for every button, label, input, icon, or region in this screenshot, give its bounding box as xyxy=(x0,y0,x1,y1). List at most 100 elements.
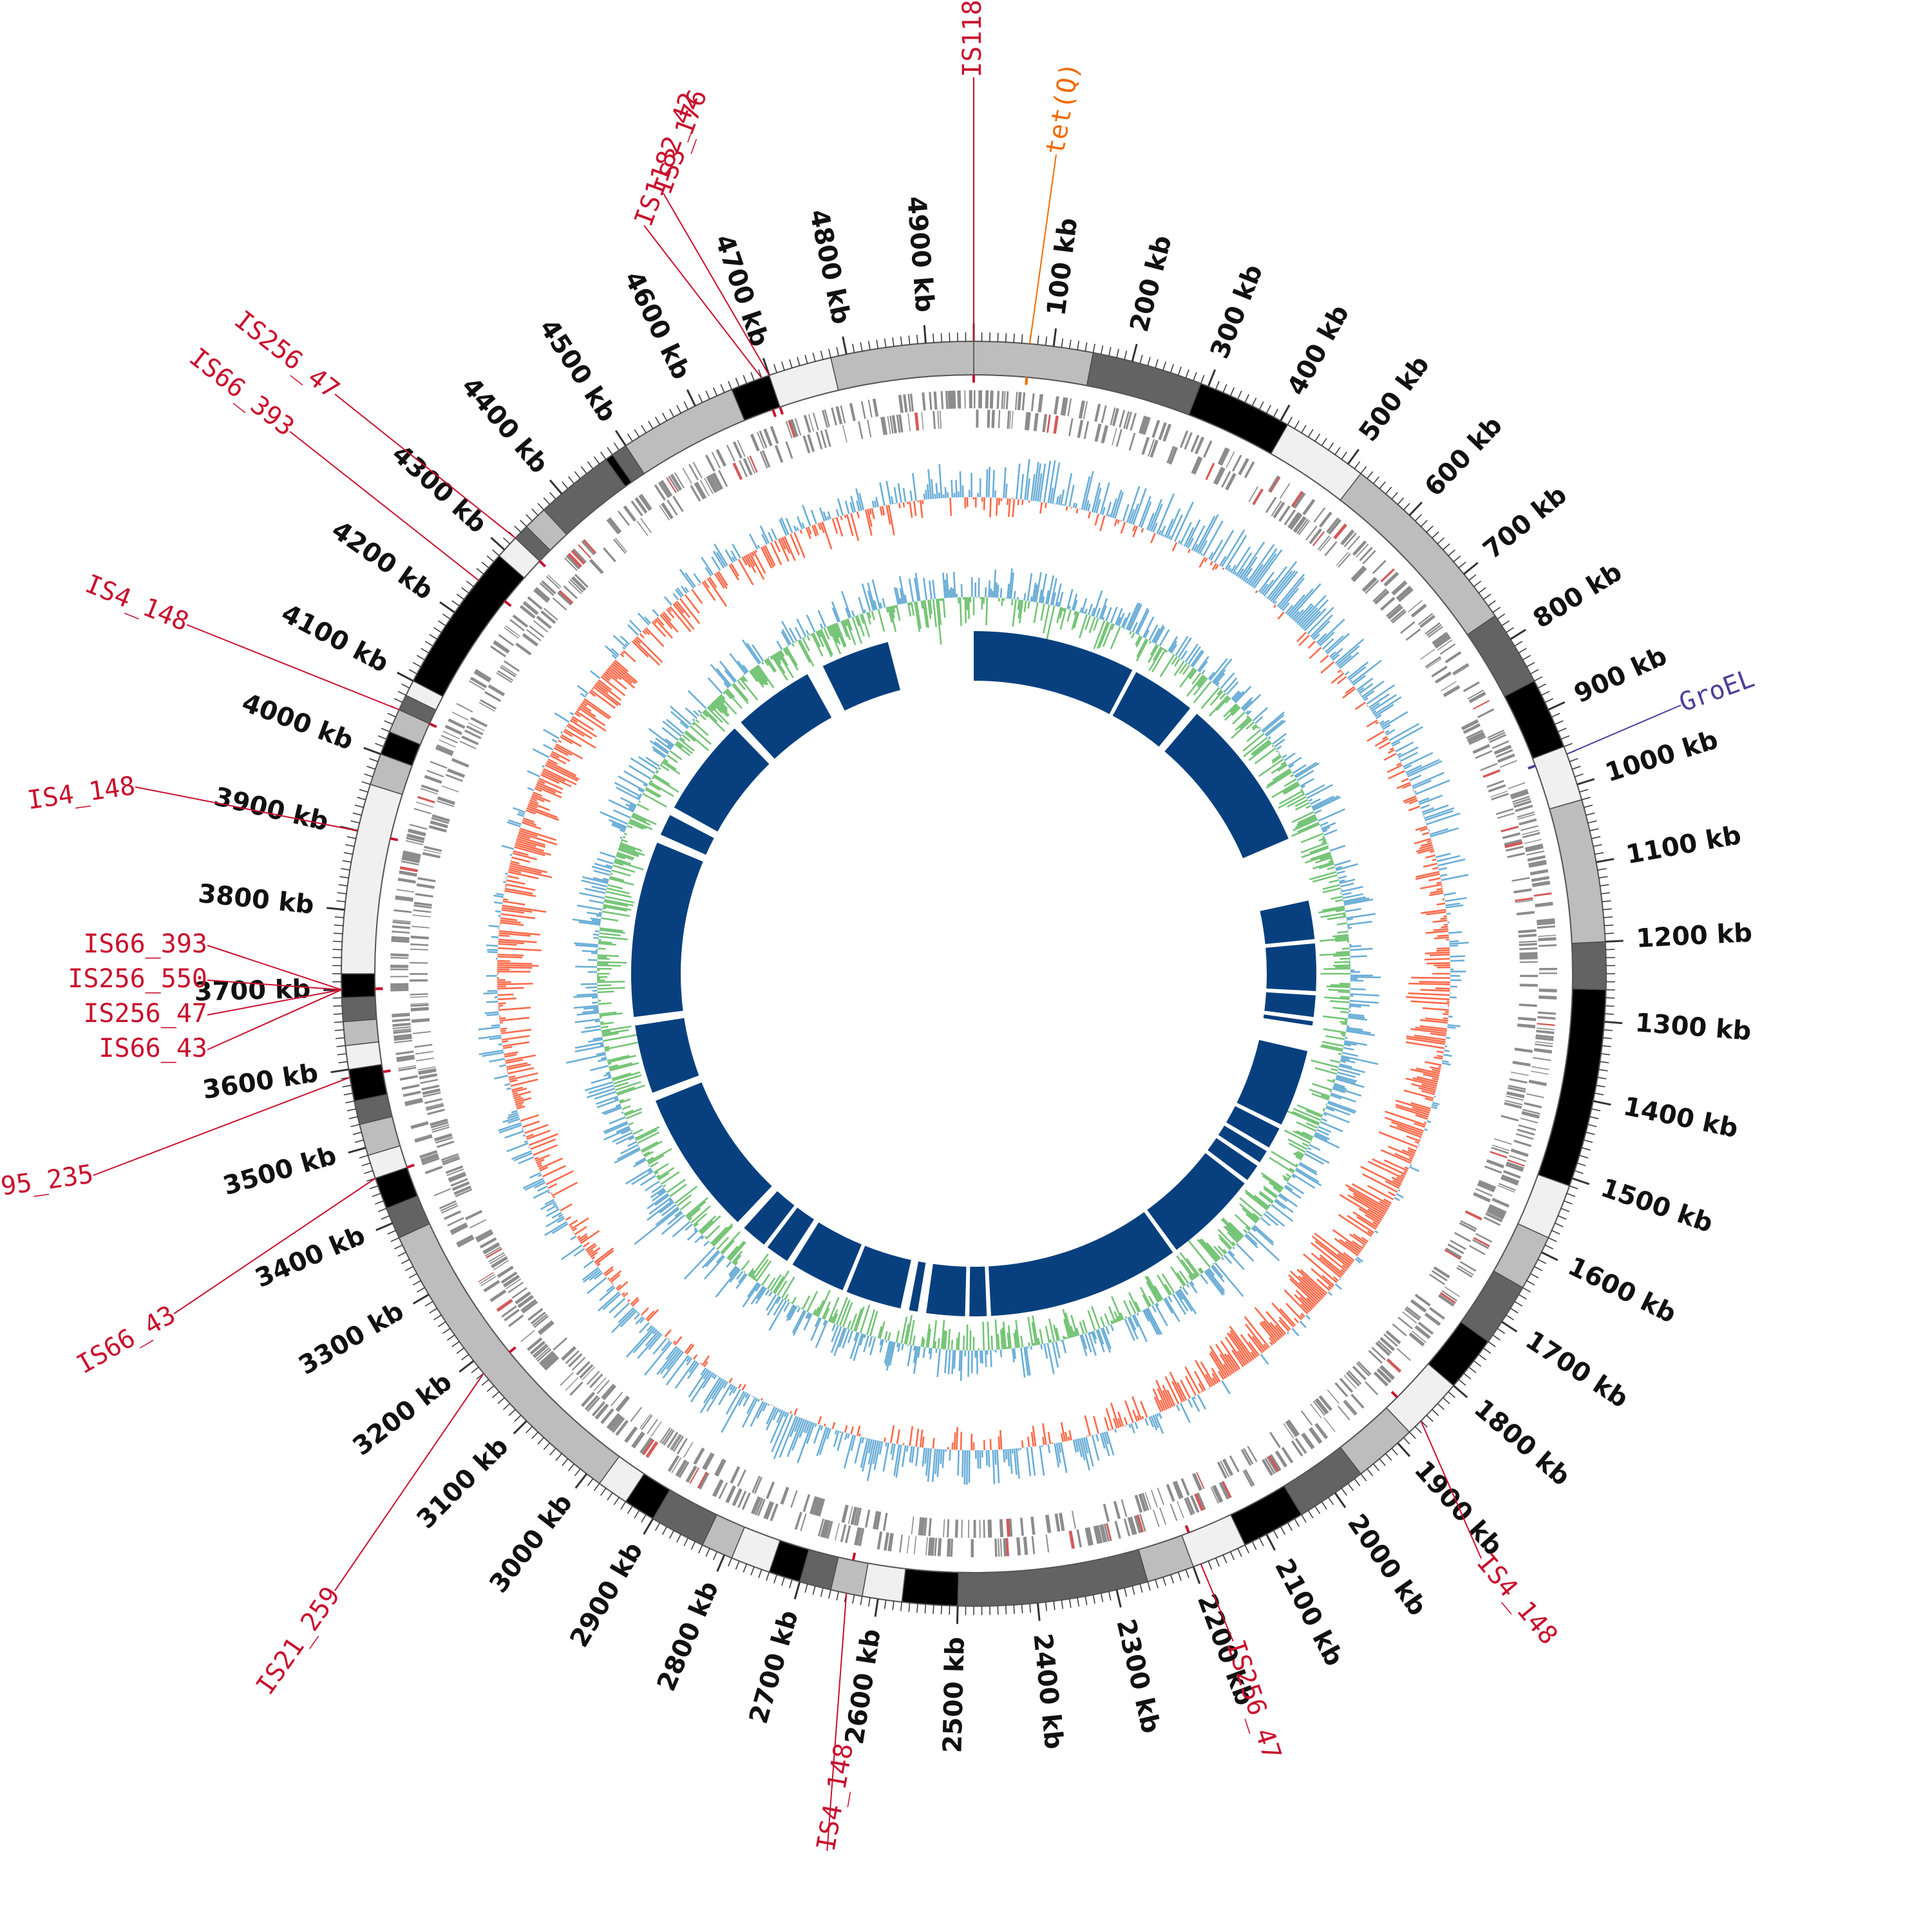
cds-feature xyxy=(1298,520,1311,536)
cds-feature xyxy=(437,796,456,805)
gc-content-bar xyxy=(1395,1103,1430,1116)
gc-content-bar xyxy=(679,598,701,625)
gc-content-bar xyxy=(1303,608,1327,632)
gc-content-bar xyxy=(576,685,589,695)
gc-content-bar xyxy=(783,1411,788,1417)
gc-skew-bar xyxy=(1132,1314,1139,1328)
gc-content-bar xyxy=(1179,522,1192,545)
gc-skew-bar xyxy=(1061,1340,1067,1354)
gc-skew-bar xyxy=(1062,1309,1072,1338)
gc-content-bar xyxy=(1447,1026,1456,1029)
major-tick xyxy=(1052,328,1057,347)
cds-feature xyxy=(410,1003,429,1005)
gc-skew-bar xyxy=(1176,1255,1195,1280)
gc-skew-bar xyxy=(1278,793,1305,809)
gc-skew-bar xyxy=(613,861,624,866)
cds-feature xyxy=(545,576,560,589)
minor-tick xyxy=(343,1092,353,1095)
minor-tick xyxy=(346,836,356,839)
cds-feature xyxy=(1518,1016,1537,1021)
gc-skew-bar xyxy=(1340,958,1350,960)
gc-content-bar xyxy=(507,1118,520,1124)
gc-skew-bar xyxy=(895,587,901,605)
minor-tick xyxy=(401,683,410,689)
cds-feature xyxy=(1196,1492,1206,1511)
cds-feature xyxy=(402,852,421,859)
minor-tick xyxy=(1147,1581,1151,1591)
annotation-label: IS256_47 xyxy=(83,999,207,1028)
cds-feature xyxy=(1142,417,1151,435)
minor-tick xyxy=(916,334,918,344)
major-tick xyxy=(1604,1021,1623,1025)
gc-skew-bar xyxy=(982,1321,985,1350)
gc-content-bar xyxy=(511,1110,518,1113)
gc-skew-bar xyxy=(1331,1092,1356,1103)
gc-skew-bar xyxy=(1320,937,1349,942)
gc-content-bar xyxy=(516,838,546,848)
cds-feature xyxy=(497,1265,514,1278)
gc-content-bar xyxy=(1123,1417,1128,1426)
gc-content-bar xyxy=(1263,1343,1269,1350)
gc-skew-bar xyxy=(1278,753,1280,755)
gc-skew-bar xyxy=(603,1073,611,1077)
minor-tick xyxy=(1222,384,1227,393)
gc-content-bar xyxy=(554,712,570,723)
minor-tick xyxy=(393,1244,403,1249)
cds-feature xyxy=(519,605,536,619)
gc-content-bar xyxy=(743,1394,751,1407)
gc-content-bar xyxy=(563,730,573,737)
cds-feature xyxy=(943,1519,945,1537)
cds-feature xyxy=(1031,1536,1036,1555)
cds-feature xyxy=(445,1165,464,1174)
gc-skew-bar xyxy=(729,1269,741,1283)
gc-skew-bar xyxy=(1267,770,1292,786)
minor-tick xyxy=(1372,1463,1379,1472)
gc-content-bar xyxy=(506,1087,511,1090)
cds-feature xyxy=(1314,1423,1329,1439)
gc-content-bar xyxy=(1162,534,1165,537)
minor-tick xyxy=(1557,728,1567,732)
gc-content-bar xyxy=(620,653,625,658)
gc-content-bar xyxy=(1224,1336,1246,1367)
minor-tick xyxy=(1162,361,1166,371)
gc-content-bar xyxy=(1024,459,1030,500)
gc-content-bar xyxy=(1197,514,1219,554)
cds-feature xyxy=(752,1496,762,1515)
gc-content-bar xyxy=(504,1083,511,1086)
gc-content-bar xyxy=(949,497,952,516)
gc-skew-bar xyxy=(607,1062,612,1065)
gc-content-bar xyxy=(796,527,799,531)
gc-skew-bar xyxy=(694,1222,699,1227)
cds-feature xyxy=(1486,1159,1504,1168)
cds-feature xyxy=(1083,401,1088,419)
cds-feature xyxy=(1059,1512,1065,1531)
gc-content-bar xyxy=(1101,1432,1110,1457)
cds-feature xyxy=(507,1314,524,1327)
gc-content-bar xyxy=(1132,1409,1139,1422)
gc-content-bar xyxy=(643,629,650,636)
gc-content-bar xyxy=(1016,1448,1020,1479)
gc-content-bar xyxy=(1300,1269,1328,1294)
gc-content-bar xyxy=(1110,498,1117,518)
gc-content-bar xyxy=(674,601,685,614)
gc-skew-bar xyxy=(1296,815,1317,826)
gc-content-bar xyxy=(590,689,616,709)
gc-skew-bar xyxy=(1105,1326,1110,1335)
cds-feature xyxy=(1338,553,1351,568)
gc-content-bar xyxy=(1075,508,1079,514)
gc-skew-bar xyxy=(1343,896,1366,903)
cds-feature xyxy=(469,676,488,688)
cds-feature xyxy=(624,1426,636,1442)
cds-feature xyxy=(1313,507,1326,523)
gc-content-bar xyxy=(886,480,892,505)
gc-content-bar xyxy=(770,1410,786,1443)
gc-content-bar xyxy=(1337,1253,1352,1265)
scale-label: 1400 kb xyxy=(1621,1092,1741,1144)
minor-tick xyxy=(481,1379,489,1386)
gc-content-bar xyxy=(730,550,738,561)
gc-skew-bar xyxy=(676,1194,692,1207)
gc-skew-bar xyxy=(1332,1007,1349,1010)
minor-tick xyxy=(836,1591,839,1601)
minor-tick xyxy=(531,1432,538,1439)
cds-feature xyxy=(737,1490,747,1508)
